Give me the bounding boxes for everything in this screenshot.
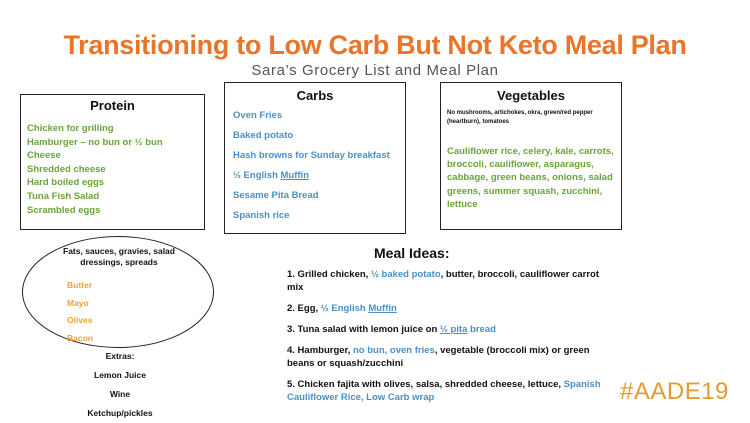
meal-carb: Spanish Cauliflower Rice, Low Carb wrap: [287, 379, 601, 403]
muffin-link[interactable]: Muffin: [368, 303, 397, 314]
protein-item: Cheese: [27, 150, 61, 162]
meal-idea: 4. Hamburger, no bun, oven fries, vegeta…: [287, 344, 617, 370]
fats-item: Olives: [67, 315, 93, 325]
vegetables-heading: Vegetables: [497, 88, 565, 103]
protein-item: Tuna Fish Salad: [27, 190, 100, 202]
extras-list: Extras: Lemon Juice Wine Ketchup/pickles: [40, 347, 200, 423]
meal-idea: 1. Grilled chicken, ½ baked potato, butt…: [287, 268, 617, 294]
meal-text: 2. Egg,: [287, 303, 321, 314]
meal-carb: bread: [467, 324, 496, 335]
meal-idea: 3. Tuna salad with lemon juice on ½ pita…: [287, 323, 617, 336]
meal-idea: 2. Egg, ½ English Muffin: [287, 302, 617, 315]
meal-carb: ½ baked potato: [370, 269, 441, 280]
carbs-item: Oven Fries: [233, 110, 283, 121]
meal-carb: ½ English: [320, 303, 369, 314]
carbs-item-text: ½ English: [233, 170, 281, 181]
protein-item: Hamburger – no bun or ½ bun: [27, 136, 163, 148]
vegetables-box: Vegetables No mushrooms, artichokes, okr…: [440, 82, 622, 230]
protein-item: Chicken for grilling: [27, 123, 114, 134]
meal-text: , vegetable (broccoli mix) or green bean…: [287, 345, 590, 369]
carbs-heading: Carbs: [296, 88, 334, 103]
fats-heading: Fats, sauces, gravies, salad dressings, …: [63, 246, 175, 267]
protein-item: Hard boiled eggs: [27, 177, 105, 189]
protein-heading: Protein: [90, 98, 135, 113]
vegetables-note: No mushrooms, artichokes, okra, green/re…: [447, 110, 593, 125]
fats-ellipse: [22, 236, 214, 348]
extras-item: Ketchup/pickles: [87, 408, 153, 418]
extras-item: Lemon Juice: [94, 370, 146, 380]
meal-idea: 5. Chicken fajita with olives, salsa, sh…: [287, 378, 617, 404]
fats-list: Butter Mayo Olives Bacon: [67, 277, 93, 347]
carbs-item: Baked potato: [233, 130, 294, 141]
carbs-box: Carbs Oven Fries Baked potato Hash brown…: [224, 82, 406, 234]
carbs-item: Spanish rice: [233, 210, 290, 221]
meal-ideas-heading: Meal Ideas:: [374, 245, 450, 261]
meal-text: , butter, broccoli, cauliflower carrot m…: [287, 269, 600, 293]
meal-ideas-list: 1. Grilled chicken, ½ baked potato, butt…: [287, 268, 617, 412]
aade-logo-text: #AADE19: [620, 378, 729, 405]
carbs-item: ½ English Muffin: [233, 169, 397, 182]
meal-carb: no bun, oven fries: [353, 345, 435, 356]
extras-heading: Extras:: [105, 351, 135, 361]
page-title: Transitioning to Low Carb But Not Keto M…: [63, 30, 687, 60]
meal-text: 1. Grilled chicken,: [287, 269, 371, 280]
page-subtitle: Sara’s Grocery List and Meal Plan: [251, 62, 499, 79]
pita-link[interactable]: ½ pita: [439, 324, 468, 335]
carbs-item: Hash browns for Sunday breakfast: [233, 150, 390, 161]
extras-item: Wine: [109, 389, 131, 399]
protein-box: Protein Chicken for grilling Hamburger –…: [20, 94, 205, 230]
muffin-link[interactable]: Muffin: [280, 170, 310, 181]
fats-item: Bacon: [67, 332, 93, 343]
carbs-item: Sesame Pita Bread: [233, 190, 319, 201]
meal-text: 3. Tuna salad with lemon juice on: [287, 324, 440, 335]
vegetables-list: Cauliflower rice, celery, kale, carrots,…: [447, 146, 614, 210]
meal-text: 4. Hamburger,: [287, 345, 353, 356]
protein-item: Scrambled eggs: [27, 204, 101, 216]
meal-text: 5. Chicken fajita with olives, salsa, sh…: [287, 379, 564, 390]
fats-item: Mayo: [67, 297, 89, 308]
fats-item: Butter: [67, 280, 93, 290]
protein-item: Shredded cheese: [27, 163, 106, 175]
